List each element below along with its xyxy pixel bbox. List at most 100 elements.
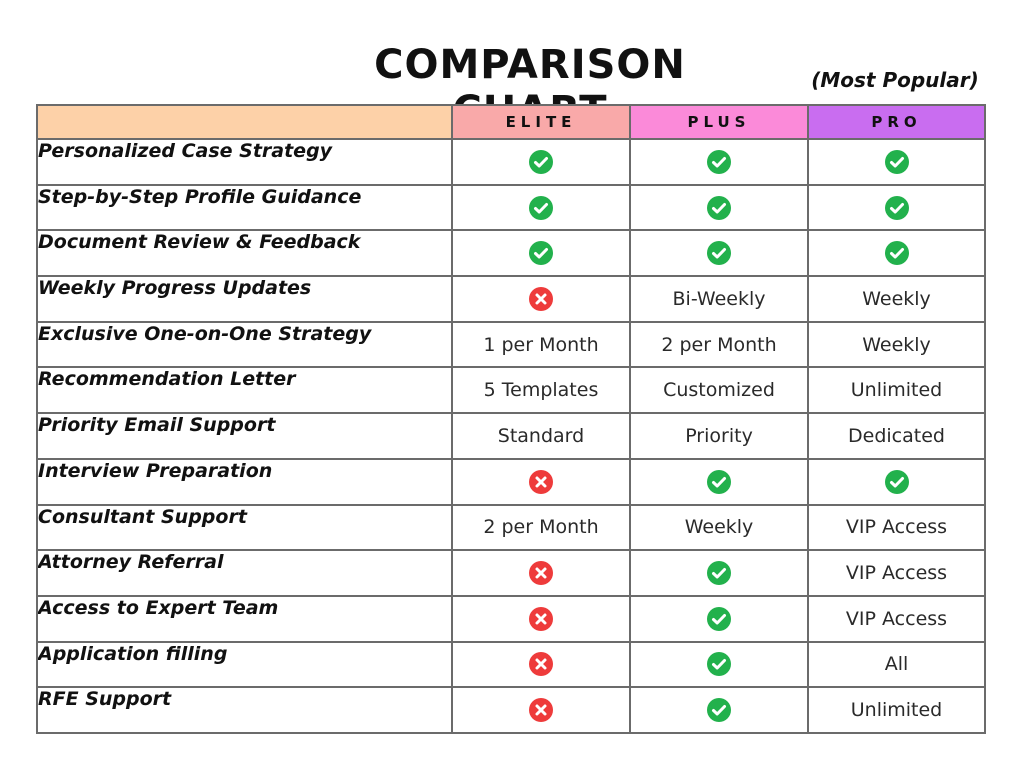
cross-icon [528,651,554,677]
feature-label: Priority Email Support [36,412,453,460]
cross-icon [528,469,554,495]
cell-elite: 2 per Month [451,503,631,552]
cell-value: Customized [663,379,775,402]
cell-value: Weekly [862,333,931,356]
cell-value: VIP Access [845,516,948,539]
check-icon [706,651,732,677]
cell-elite [451,640,631,689]
cell-pro: VIP Access [807,594,986,643]
check-icon [528,240,554,266]
cell-plus [629,138,809,186]
cell-value: Unlimited [850,699,943,722]
feature-header-cell [36,104,453,140]
feature-label: RFE Support [36,686,453,734]
cell-plus [629,229,809,278]
cell-plus [629,549,809,597]
cell-value: 5 Templates [483,379,599,402]
cell-elite [451,686,631,734]
feature-label: Consultant Support [36,503,453,552]
check-icon [706,469,732,495]
cell-value: VIP Access [845,562,948,585]
check-icon [706,149,732,175]
cell-value: Standard [497,424,585,447]
cell-plus: Bi-Weekly [629,275,809,323]
cell-value: Unlimited [850,379,943,402]
table-row: Interview Preparation [36,457,986,506]
cell-elite [451,275,631,323]
check-icon [884,195,910,221]
cell-pro [807,229,986,278]
table-row: RFE Support Unlimited [36,686,986,734]
table-body: Personalized Case Strategy Step-by-Step P… [36,138,986,734]
feature-label: Exclusive One-on-One Strategy [36,320,453,369]
table-row: Personalized Case Strategy [36,138,986,186]
feature-label: Document Review & Feedback [36,229,453,278]
check-icon [884,149,910,175]
check-icon [706,195,732,221]
feature-label: Attorney Referral [36,549,453,597]
cell-value: Weekly [862,287,931,310]
table-row: Weekly Progress Updates Bi-Weekly Weekly [36,275,986,323]
cross-icon [528,560,554,586]
check-icon [528,195,554,221]
column-header-elite: ELITE [451,104,631,140]
cell-pro [807,457,986,506]
table-header-row: ELITE PLUS PRO [36,104,986,140]
table-row: Step-by-Step Profile Guidance [36,183,986,232]
cell-pro: Weekly [807,275,986,323]
feature-label: Step-by-Step Profile Guidance [36,183,453,232]
table-row: Exclusive One-on-One Strategy 1 per Month… [36,320,986,369]
cell-pro: VIP Access [807,503,986,552]
feature-label: Weekly Progress Updates [36,275,453,323]
cell-plus: 2 per Month [629,320,809,369]
cell-plus: Customized [629,366,809,415]
cell-plus: Priority [629,412,809,460]
check-icon [884,240,910,266]
cell-elite [451,594,631,643]
cell-elite: Standard [451,412,631,460]
cell-pro: Dedicated [807,412,986,460]
cell-value: Dedicated [848,424,945,447]
cell-elite: 1 per Month [451,320,631,369]
cell-elite [451,183,631,232]
cross-icon [528,606,554,632]
cell-pro: VIP Access [807,549,986,597]
cell-elite [451,457,631,506]
table-row: Priority Email Support Standard Priority De… [36,412,986,460]
column-header-plus: PLUS [629,104,809,140]
cell-plus [629,183,809,232]
cell-value: Priority [685,424,753,447]
cell-elite [451,229,631,278]
cell-plus [629,457,809,506]
cell-pro: Unlimited [807,366,986,415]
cell-pro: All [807,640,986,689]
cell-value: 2 per Month [483,516,599,539]
table-row: Attorney Referral VIP Access [36,549,986,597]
feature-label: Personalized Case Strategy [36,138,453,186]
cell-value: VIP Access [845,607,948,630]
table-row: Access to Expert Team VIP Access [36,594,986,643]
feature-label: Interview Preparation [36,457,453,506]
column-header-pro: PRO [807,104,986,140]
cell-value: All [884,653,909,676]
most-popular-label: (Most Popular) [811,68,979,92]
cell-value: 1 per Month [483,333,599,356]
cell-plus [629,640,809,689]
cell-elite: 5 Templates [451,366,631,415]
cell-value: 2 per Month [661,333,777,356]
cell-pro [807,138,986,186]
feature-label: Recommendation Letter [36,366,453,415]
cell-elite [451,549,631,597]
check-icon [706,606,732,632]
table-row: Recommendation Letter 5 Templates Customiz… [36,366,986,415]
cell-elite [451,138,631,186]
feature-label: Application filling [36,640,453,689]
check-icon [884,469,910,495]
cell-pro: Unlimited [807,686,986,734]
cell-plus [629,686,809,734]
cell-value: Weekly [684,516,754,539]
table-row: Document Review & Feedback [36,229,986,278]
table-row: Application filling All [36,640,986,689]
cross-icon [528,286,554,312]
feature-label: Access to Expert Team [36,594,453,643]
